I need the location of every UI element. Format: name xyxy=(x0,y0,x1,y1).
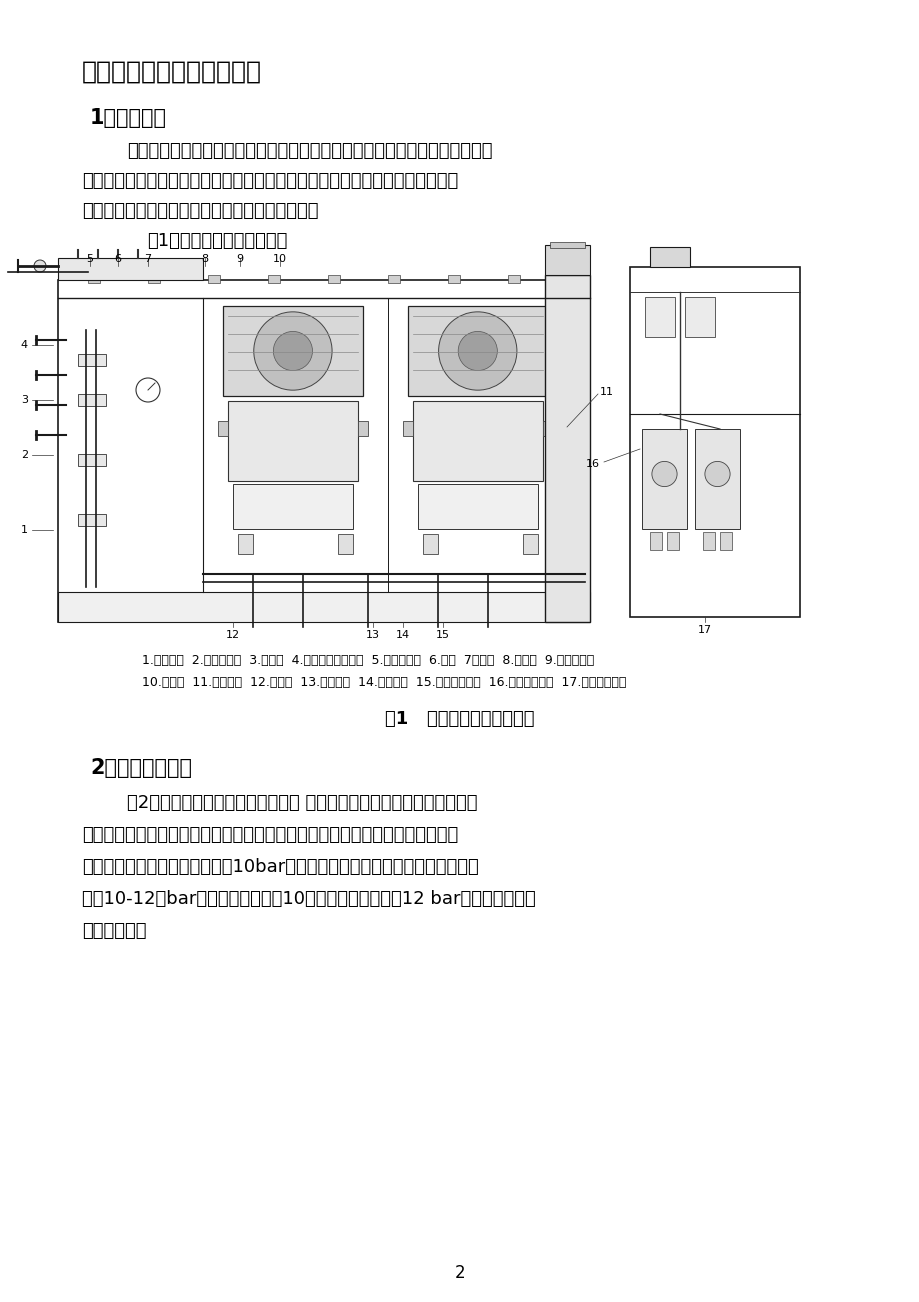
Bar xyxy=(328,275,340,283)
Text: 5: 5 xyxy=(86,254,94,264)
Text: 泵组式细水雾灭火系统一般由高压主泵、备用泵、稳压泵、电磁阀、过滤器、: 泵组式细水雾灭火系统一般由高压主泵、备用泵、稳压泵、电磁阀、过滤器、 xyxy=(127,142,492,160)
Bar xyxy=(233,484,353,529)
Circle shape xyxy=(458,332,497,371)
Bar xyxy=(650,247,689,267)
Text: 9: 9 xyxy=(236,254,244,264)
Text: 图1是高压细水雾泵组组成图: 图1是高压细水雾泵组组成图 xyxy=(147,232,287,250)
Bar xyxy=(88,275,100,283)
Text: 15: 15 xyxy=(436,630,449,641)
Bar xyxy=(58,258,203,280)
Bar xyxy=(228,401,357,480)
Bar xyxy=(78,454,106,466)
Text: 力（10-12）bar，稳压泵运行超过10秒钟后压力仍达不到12 bar时，主泵启动，: 力（10-12）bar，稳压泵运行超过10秒钟后压力仍达不到12 bar时，主泵… xyxy=(82,891,535,907)
Bar xyxy=(413,401,542,480)
Text: 14: 14 xyxy=(395,630,410,641)
Circle shape xyxy=(34,260,46,272)
Bar xyxy=(448,275,460,283)
Bar xyxy=(407,306,547,396)
Bar xyxy=(720,533,732,549)
Bar xyxy=(630,267,800,617)
Bar xyxy=(337,534,353,553)
Text: 稳压泵停止。: 稳压泵停止。 xyxy=(82,922,146,940)
Bar xyxy=(644,297,675,337)
Text: 2: 2 xyxy=(21,450,28,460)
Text: 11: 11 xyxy=(599,387,613,397)
Circle shape xyxy=(652,461,676,487)
Text: 4: 4 xyxy=(21,340,28,350)
Text: 2: 2 xyxy=(454,1264,465,1282)
Bar xyxy=(403,421,413,436)
Text: 2、系统工作原理: 2、系统工作原理 xyxy=(90,758,192,779)
Text: 7: 7 xyxy=(144,254,152,264)
Bar xyxy=(685,297,714,337)
Text: 闭式）及火灾报警控制系统及补水泵等部件组成。: 闭式）及火灾报警控制系统及补水泵等部件组成。 xyxy=(82,202,318,220)
Text: 1.主控制阀  2.安全泄压阀  3.排污阀  4.液位计及液动开关  5.进水电磁阀  6.水笱  7测试鄀  8.压力表  9.压力传感器: 1.主控制阀 2.安全泄压阀 3.排污阀 4.液位计及液动开关 5.进水电磁阀 … xyxy=(142,654,594,667)
Bar xyxy=(208,275,220,283)
Bar xyxy=(544,245,589,275)
Circle shape xyxy=(254,312,332,391)
Bar xyxy=(58,280,589,622)
Bar xyxy=(694,428,739,529)
Bar xyxy=(542,421,552,436)
Bar xyxy=(58,592,589,622)
Bar xyxy=(357,421,368,436)
Text: 12: 12 xyxy=(226,630,240,641)
Bar xyxy=(702,533,714,549)
Circle shape xyxy=(136,378,160,402)
Bar xyxy=(267,275,279,283)
Bar xyxy=(417,484,537,529)
Text: 图2是细水雾灭火系统的工作原理图 在准工作状况下，细水雾系统从泵组: 图2是细水雾灭火系统的工作原理图 在准工作状况下，细水雾系统从泵组 xyxy=(127,794,477,812)
Bar xyxy=(148,275,160,283)
Bar xyxy=(388,275,400,283)
Text: 13: 13 xyxy=(366,630,380,641)
Text: 二、系统的组成及工作原理: 二、系统的组成及工作原理 xyxy=(82,60,262,85)
Bar xyxy=(218,421,228,436)
Bar xyxy=(641,428,686,529)
Text: 1、系统组成: 1、系统组成 xyxy=(90,108,167,128)
Bar xyxy=(222,306,362,396)
Bar xyxy=(78,514,106,526)
Text: 10: 10 xyxy=(273,254,287,264)
Text: 17: 17 xyxy=(698,625,711,635)
Bar xyxy=(522,534,537,553)
Text: 8: 8 xyxy=(201,254,209,264)
Bar xyxy=(78,354,106,366)
Bar xyxy=(78,395,106,406)
Circle shape xyxy=(704,461,730,487)
Bar xyxy=(507,275,519,283)
Text: 6: 6 xyxy=(114,254,121,264)
Text: 出口至区域阀前的管网内（闭式是从泵组出口至噴头的管网）维持一定压力，当: 出口至区域阀前的管网内（闭式是从泵组出口至噴头的管网）维持一定压力，当 xyxy=(82,825,458,844)
Text: 压力低于稳压泵的设定启动压力10bar时，稳压泵启动，使系统管网维持稳定压: 压力低于稳压泵的设定启动压力10bar时，稳压泵启动，使系统管网维持稳定压 xyxy=(82,858,478,876)
Circle shape xyxy=(438,312,516,391)
Bar xyxy=(423,534,437,553)
Bar xyxy=(650,533,662,549)
Text: 1: 1 xyxy=(21,525,28,535)
Bar xyxy=(544,275,589,622)
Text: 泵控制柜、水笱组件、供水管网、区域阀笱组件、高压细水雾噴头（包括开式、: 泵控制柜、水笱组件、供水管网、区域阀笱组件、高压细水雾噴头（包括开式、 xyxy=(82,172,458,190)
Bar xyxy=(550,242,584,247)
Bar xyxy=(666,533,678,549)
Text: 16: 16 xyxy=(585,460,599,469)
Text: 图1   高压细水雾泵组组成图: 图1 高压细水雾泵组组成图 xyxy=(385,710,534,728)
Text: 3: 3 xyxy=(21,395,28,405)
Bar xyxy=(238,534,253,553)
Text: 10.高压泵  11.泵控制柜  12.稳压泵  13.泵进水管  14.泵出水管  15.高压泵单向鄀  16.稳压泵单向鄀  17.稳压泵检修鄀: 10.高压泵 11.泵控制柜 12.稳压泵 13.泵进水管 14.泵出水管 15… xyxy=(142,676,626,689)
Circle shape xyxy=(273,332,312,371)
